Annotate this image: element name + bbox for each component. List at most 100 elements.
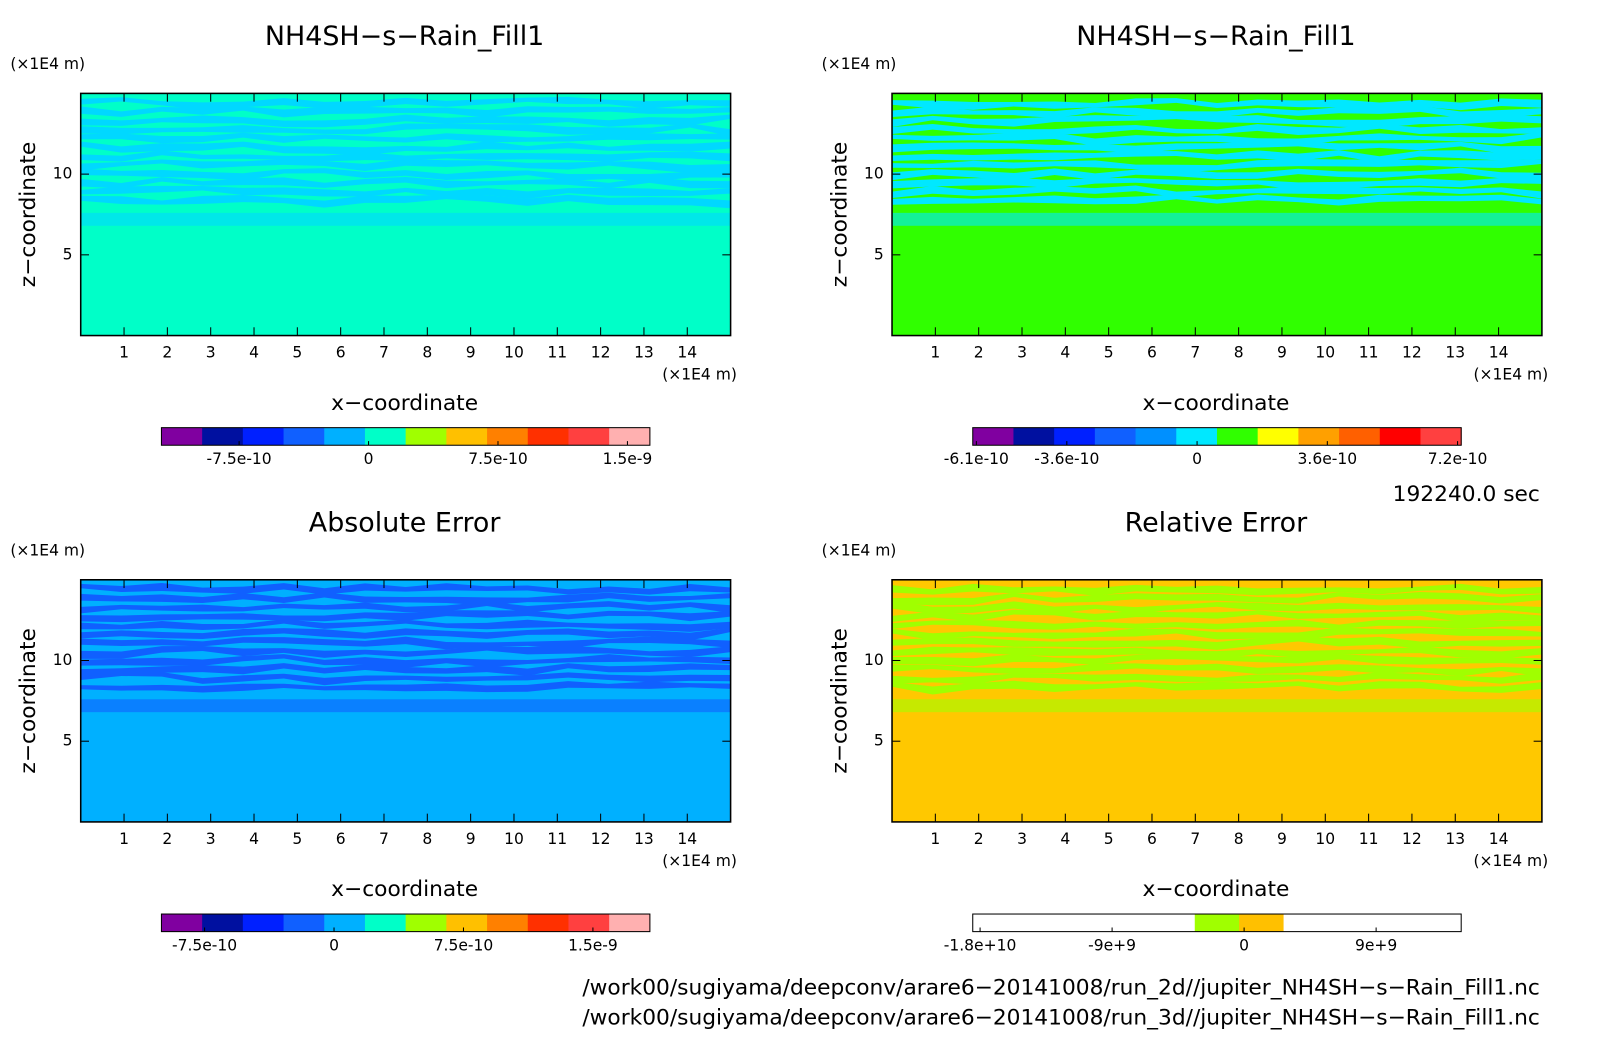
contour-band [80, 681, 731, 693]
x-tick-label: 13 [1445, 830, 1465, 848]
contour-band [80, 185, 731, 199]
colorbar-swatch [242, 427, 285, 446]
contour-band [892, 627, 1542, 641]
x-tick-label: 13 [634, 344, 654, 362]
contour-band [80, 583, 731, 595]
x-axis-label: x−coordinate [1142, 391, 1289, 416]
contour-band [892, 150, 1542, 163]
x-tick-label: 3 [1017, 344, 1027, 362]
x-tick-label: 14 [1489, 344, 1509, 362]
x-unit: (×1E4 m) [662, 852, 737, 870]
colorbar-swatch [1239, 914, 1285, 932]
y-tick-label: 10 [53, 165, 73, 183]
y-tick-label: 5 [874, 732, 884, 750]
colorbar-swatch [487, 427, 529, 446]
x-tick-label: 6 [336, 830, 346, 848]
x-tick-label: 3 [1017, 830, 1027, 848]
contour-band [80, 150, 731, 162]
colorbar-swatch [527, 427, 569, 446]
x-tick-label: 7 [379, 830, 389, 848]
colorbar-swatch [568, 914, 610, 932]
colorbar-swatch [1257, 427, 1299, 446]
colorbar-swatch [1017, 914, 1063, 932]
x-tick-label: 3 [206, 830, 216, 848]
contour-band [80, 114, 731, 128]
contour-band [892, 167, 1542, 181]
y-axis-label: z−coordinate [16, 628, 41, 773]
contour-band [892, 194, 1542, 206]
contour-band [80, 699, 731, 713]
x-axis-label: x−coordinate [1142, 877, 1289, 902]
contour-band [80, 159, 731, 174]
contour-band [892, 680, 1542, 695]
contour-band [80, 663, 731, 677]
colorbar-swatch [609, 914, 651, 932]
colorbar-swatch [161, 914, 203, 932]
x-unit: (×1E4 m) [662, 365, 737, 383]
y-tick-label: 10 [864, 651, 884, 669]
colorbar-frame [160, 427, 651, 446]
x-tick-label: 6 [1147, 830, 1157, 848]
file-path: /work00/sugiyama/deepconv/arare6−2014100… [582, 1006, 1539, 1031]
colorbar-swatch [1379, 427, 1422, 446]
colorbar-frame [972, 913, 1462, 933]
x-tick-label: 8 [422, 344, 432, 362]
x-axis-label: x−coordinate [331, 391, 478, 416]
x-tick-label: 11 [1359, 830, 1379, 848]
colorbar-swatch [1013, 427, 1055, 446]
colorbar-swatch [1372, 914, 1418, 932]
y-tick-label: 5 [63, 732, 73, 750]
x-tick-label: 8 [422, 830, 432, 848]
x-tick-label: 14 [677, 344, 697, 362]
x-tick-label: 5 [1104, 830, 1114, 848]
colorbar-swatch [242, 914, 285, 932]
x-tick-label: 11 [1359, 344, 1379, 362]
colorbar-tick-label: 7.5e-10 [468, 450, 528, 468]
colorbar-swatch [283, 427, 325, 446]
colorbar-swatch [609, 427, 651, 446]
contour-band [892, 609, 1542, 623]
colorbar-tick-label: 1.5e-9 [603, 450, 653, 468]
colorbar-swatch [1054, 427, 1096, 446]
x-tick-label: 14 [677, 830, 697, 848]
contour-band [892, 185, 1542, 199]
x-tick-label: 10 [1315, 830, 1335, 848]
colorbar-swatch [283, 914, 325, 932]
x-tick-label: 12 [591, 830, 611, 848]
y-tick-label: 10 [864, 165, 884, 183]
x-tick-label: 2 [162, 830, 172, 848]
y-unit: (×1E4 m) [822, 541, 897, 559]
colorbar-tick-label: -6.1e-10 [944, 450, 1009, 468]
time-label: 192240.0 sec [1393, 482, 1540, 507]
x-tick-label: 8 [1234, 344, 1244, 362]
x-tick-label: 4 [249, 830, 259, 848]
colorbar-tick-label: 0 [1239, 937, 1249, 955]
x-tick-label: 3 [206, 344, 216, 362]
plot-frame [891, 92, 1543, 337]
x-tick-label: 12 [1402, 830, 1422, 848]
contour-band [80, 194, 731, 209]
colorbar-tick-label: 1.5e-9 [568, 937, 618, 955]
colorbar-swatch [202, 427, 244, 446]
colorbar-tick-label: 7.2e-10 [1428, 450, 1488, 468]
x-tick-label: 9 [1277, 830, 1287, 848]
colorbar-swatch [364, 914, 407, 932]
colorbar-swatch [1105, 914, 1151, 932]
colorbar-tick-label: -3.6e-10 [1034, 450, 1099, 468]
colorbar-tick-label: 3.6e-10 [1298, 450, 1358, 468]
x-tick-label: 9 [466, 830, 476, 848]
colorbar-swatch [446, 914, 488, 932]
contour-band [892, 583, 1542, 596]
colorbar-swatch [1150, 914, 1196, 932]
x-tick-label: 2 [974, 344, 984, 362]
contour-band [892, 636, 1542, 650]
colorbar-swatch [1339, 427, 1381, 446]
contour-band [80, 671, 731, 686]
x-tick-label: 1 [119, 830, 129, 848]
x-unit: (×1E4 m) [1474, 365, 1549, 383]
colorbar-tick-label: 7.5e-10 [434, 937, 494, 955]
colorbar-tick-label: 9e+9 [1355, 937, 1397, 955]
x-tick-label: 14 [1489, 830, 1509, 848]
colorbar-swatch [527, 914, 569, 932]
